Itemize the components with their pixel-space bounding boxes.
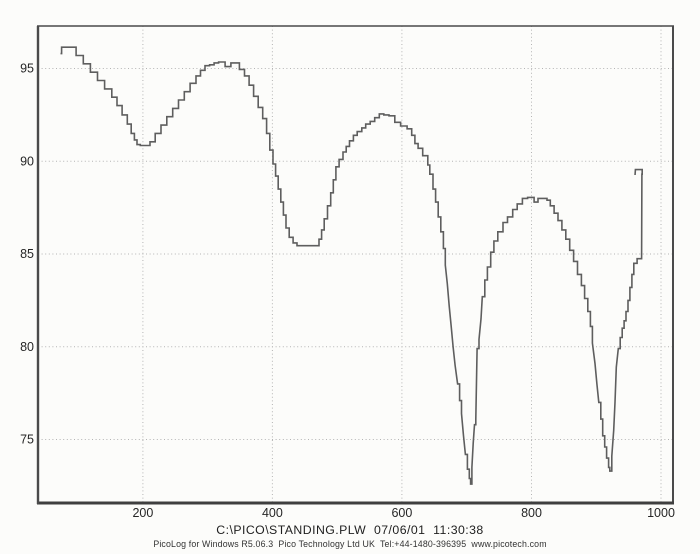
y-tick-label: 80	[20, 340, 34, 354]
gridlines	[38, 26, 673, 503]
data-series-line	[60, 46, 643, 485]
x-tick-labels: 200 400 600 800 1000	[132, 506, 674, 520]
app-info-text: PicoLog for Windows R5.06.3 Pico Technol…	[153, 539, 547, 549]
x-tick-label: 600	[391, 506, 412, 520]
y-tick-labels: 75 80 85 90 95	[20, 62, 34, 447]
y-tick-label: 75	[20, 433, 34, 447]
x-tick-label: 1000	[647, 506, 675, 520]
x-tick-label: 400	[262, 506, 283, 520]
y-tick-label: 90	[20, 155, 34, 169]
x-tick-label: 800	[521, 506, 542, 520]
x-tick-label: 200	[132, 506, 153, 520]
y-tick-label: 85	[20, 247, 34, 261]
y-tick-label: 95	[20, 62, 34, 76]
file-path-timestamp-text: C:\PICO\STANDING.PLW 07/06/01 11:30:38	[216, 523, 484, 537]
plot-border	[36, 25, 674, 505]
